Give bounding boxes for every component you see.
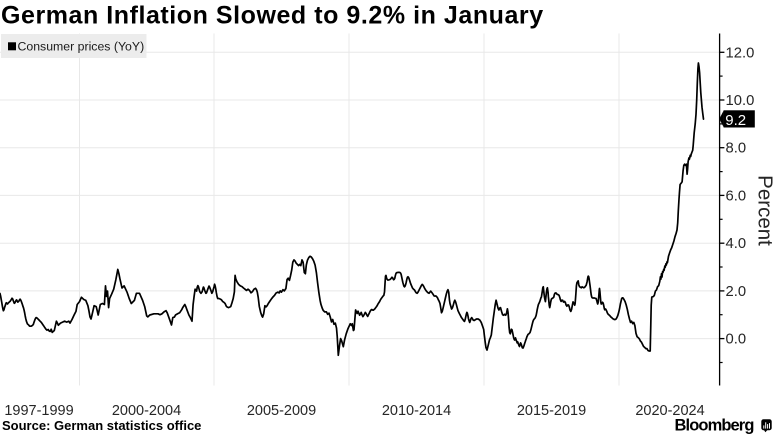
svg-text:Bloomberg: Bloomberg — [675, 416, 754, 434]
svg-text:4.0: 4.0 — [726, 236, 747, 252]
svg-text:12.0: 12.0 — [726, 45, 755, 61]
svg-text:8.0: 8.0 — [726, 141, 747, 157]
svg-text:German Inflation Slowed to 9.2: German Inflation Slowed to 9.2% in Janua… — [1, 2, 544, 30]
svg-text:Percent: Percent — [754, 175, 775, 246]
svg-text:6.0: 6.0 — [726, 188, 747, 204]
svg-text:10.0: 10.0 — [726, 93, 755, 109]
svg-text:2005-2009: 2005-2009 — [247, 403, 316, 419]
svg-text:Source: German statistics offi: Source: German statistics office — [2, 418, 201, 433]
svg-text:9.2: 9.2 — [725, 112, 746, 129]
svg-text:2020-2024: 2020-2024 — [635, 403, 704, 419]
svg-text:2.0: 2.0 — [726, 284, 747, 300]
svg-text:2000-2004: 2000-2004 — [112, 403, 181, 419]
svg-text:1997-1999: 1997-1999 — [4, 403, 73, 419]
svg-text:2015-2019: 2015-2019 — [517, 403, 586, 419]
svg-text:2010-2014: 2010-2014 — [382, 403, 451, 419]
svg-text:Consumer prices (YoY): Consumer prices (YoY) — [18, 40, 145, 54]
svg-text:0.0: 0.0 — [726, 332, 747, 348]
